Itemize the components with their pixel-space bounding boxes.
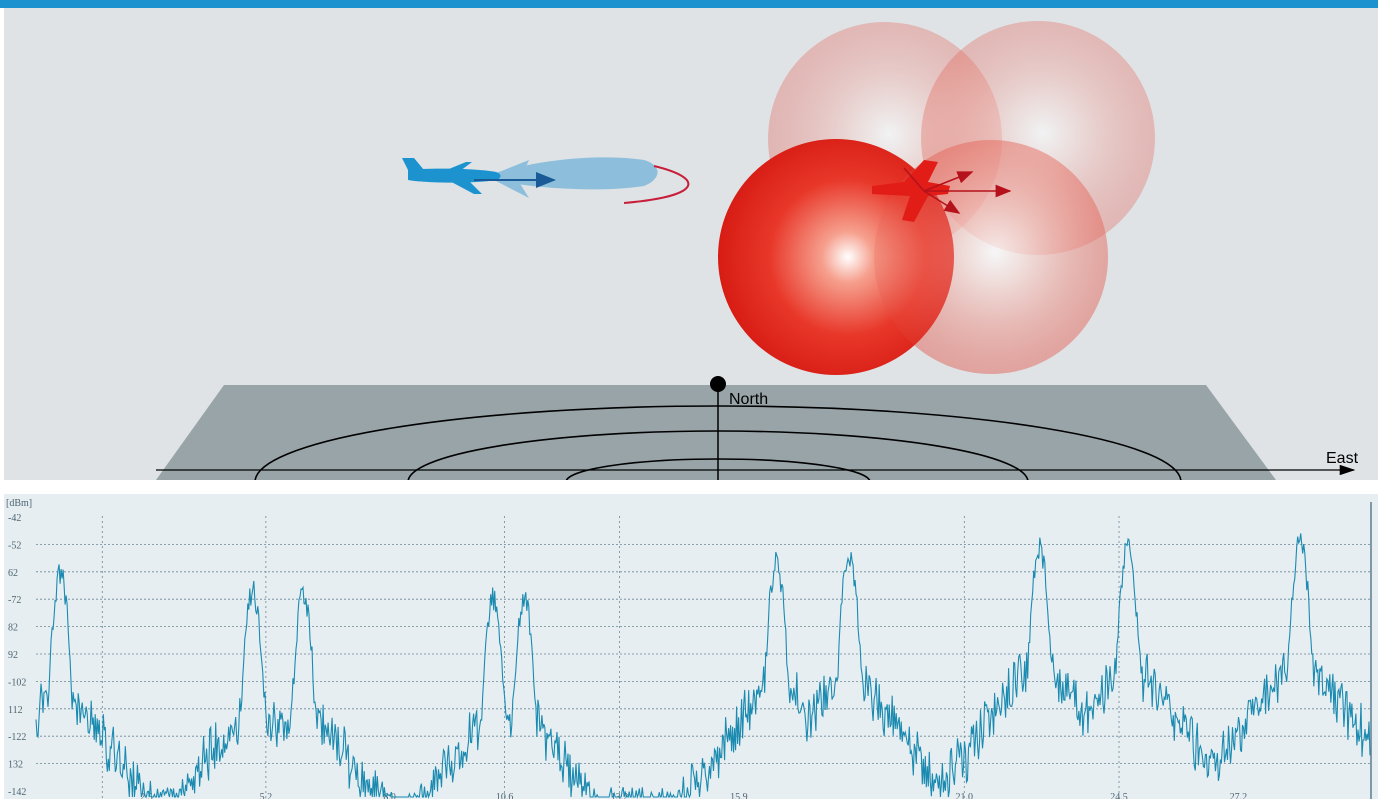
signal-series-line — [35, 533, 1372, 799]
ground-plane — [156, 385, 1276, 480]
blue-airliner-icon — [402, 157, 658, 198]
y-tick-label: 112 — [8, 705, 23, 716]
y-axis-ticks: -42 -52 62 -72 82 92 -102 112 -122 132 -142 — [8, 513, 26, 798]
y-axis-unit: [dBm] — [6, 498, 32, 509]
north-label: North — [729, 391, 768, 408]
y-tick-label: -42 — [8, 513, 21, 524]
x-tick-label: 5.2 — [260, 792, 273, 799]
y-tick-label: 132 — [8, 760, 23, 771]
signal-level-chart: -42 -52 62 -72 82 92 -102 112 -122 132 -142 2.5 5.2… — [4, 494, 1378, 799]
x-tick-label: 15.9 — [730, 792, 748, 799]
y-tick-label: -142 — [8, 787, 26, 798]
y-tick-label: -72 — [8, 595, 21, 606]
x-tick-label: 21.0 — [956, 792, 974, 799]
x-tick-label: 10.6 — [496, 792, 514, 799]
x-tick-label: 27.2 — [1230, 792, 1248, 799]
grid-vertical — [101, 516, 1120, 799]
receiver-station-marker — [710, 376, 726, 392]
y-tick-label: 62 — [8, 568, 18, 579]
y-tick-label: -102 — [8, 677, 26, 688]
flight-track — [623, 165, 690, 204]
x-tick-label: 13.2 — [611, 792, 629, 799]
aircraft-scene: North East — [4, 8, 1378, 480]
y-tick-label: 82 — [8, 623, 18, 634]
top-accent-bar — [0, 0, 1378, 8]
y-tick-label: -52 — [8, 540, 21, 551]
y-tick-label: 92 — [8, 650, 18, 661]
y-tick-label: -122 — [8, 732, 26, 743]
coverage-spheres — [718, 21, 1155, 375]
x-axis-ticks: 2.5 5.2 8.0 10.6 13.2 15.9 21.0 24.5 27.2 — [140, 792, 1247, 799]
east-label: East — [1326, 450, 1359, 467]
x-tick-label: 24.5 — [1110, 792, 1128, 799]
red-fighter-jet-icon — [872, 160, 1012, 222]
section-divider — [0, 480, 1378, 494]
coverage-sphere-overlay-3 — [874, 140, 1108, 374]
scene-graphic: North East — [156, 21, 1359, 480]
